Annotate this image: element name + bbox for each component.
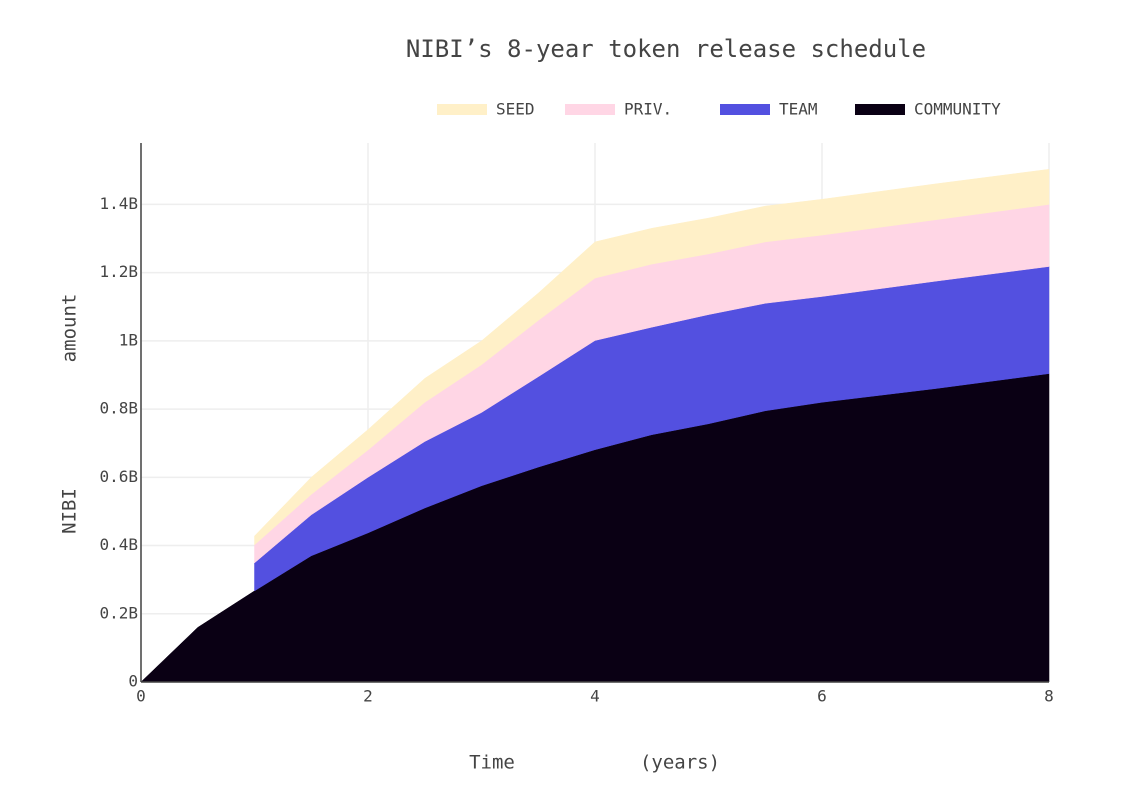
- x-tick-label: 0: [136, 687, 146, 706]
- x-tick-label: 8: [1044, 687, 1054, 706]
- y-tick-label: 0.8B: [99, 399, 138, 418]
- legend-label: TEAM: [779, 100, 818, 119]
- y-tick-label: 1.2B: [99, 262, 138, 281]
- y-tick-label: 1.4B: [99, 194, 138, 213]
- legend-label: PRIV.: [624, 100, 672, 119]
- x-tick-label: 6: [817, 687, 827, 706]
- legend-label: SEED: [496, 100, 535, 119]
- x-axis-title: Time: [469, 752, 515, 774]
- axes: 0 2 4 6 8 0 0.2B 0.4B 0.6B 0.8B 1B 1.2B 1.4B: [99, 143, 1054, 706]
- y-tick-label: 0.4B: [99, 535, 138, 554]
- y-axis-title: NIBI: [59, 488, 81, 534]
- y-axis-title: amount: [59, 294, 81, 363]
- legend: SEED PRIV. TEAM COMMUNITY: [437, 100, 1001, 119]
- y-tick-label: 1B: [119, 330, 138, 349]
- legend-swatch: [855, 104, 905, 115]
- x-tick-label: 2: [363, 687, 373, 706]
- legend-swatch: [565, 104, 615, 115]
- legend-label: COMMUNITY: [914, 100, 1001, 119]
- y-tick-label: 0.2B: [99, 603, 138, 622]
- y-tick-label: 0.6B: [99, 467, 138, 486]
- areas: [140, 169, 1050, 683]
- chart-title: NIBI’s 8-year token release schedule: [406, 35, 926, 63]
- legend-swatch: [720, 104, 770, 115]
- y-tick-label: 0: [128, 672, 138, 691]
- legend-swatch: [437, 104, 487, 115]
- area: [254, 169, 1050, 546]
- x-axis-title: (years): [640, 752, 720, 774]
- x-tick-label: 4: [590, 687, 600, 706]
